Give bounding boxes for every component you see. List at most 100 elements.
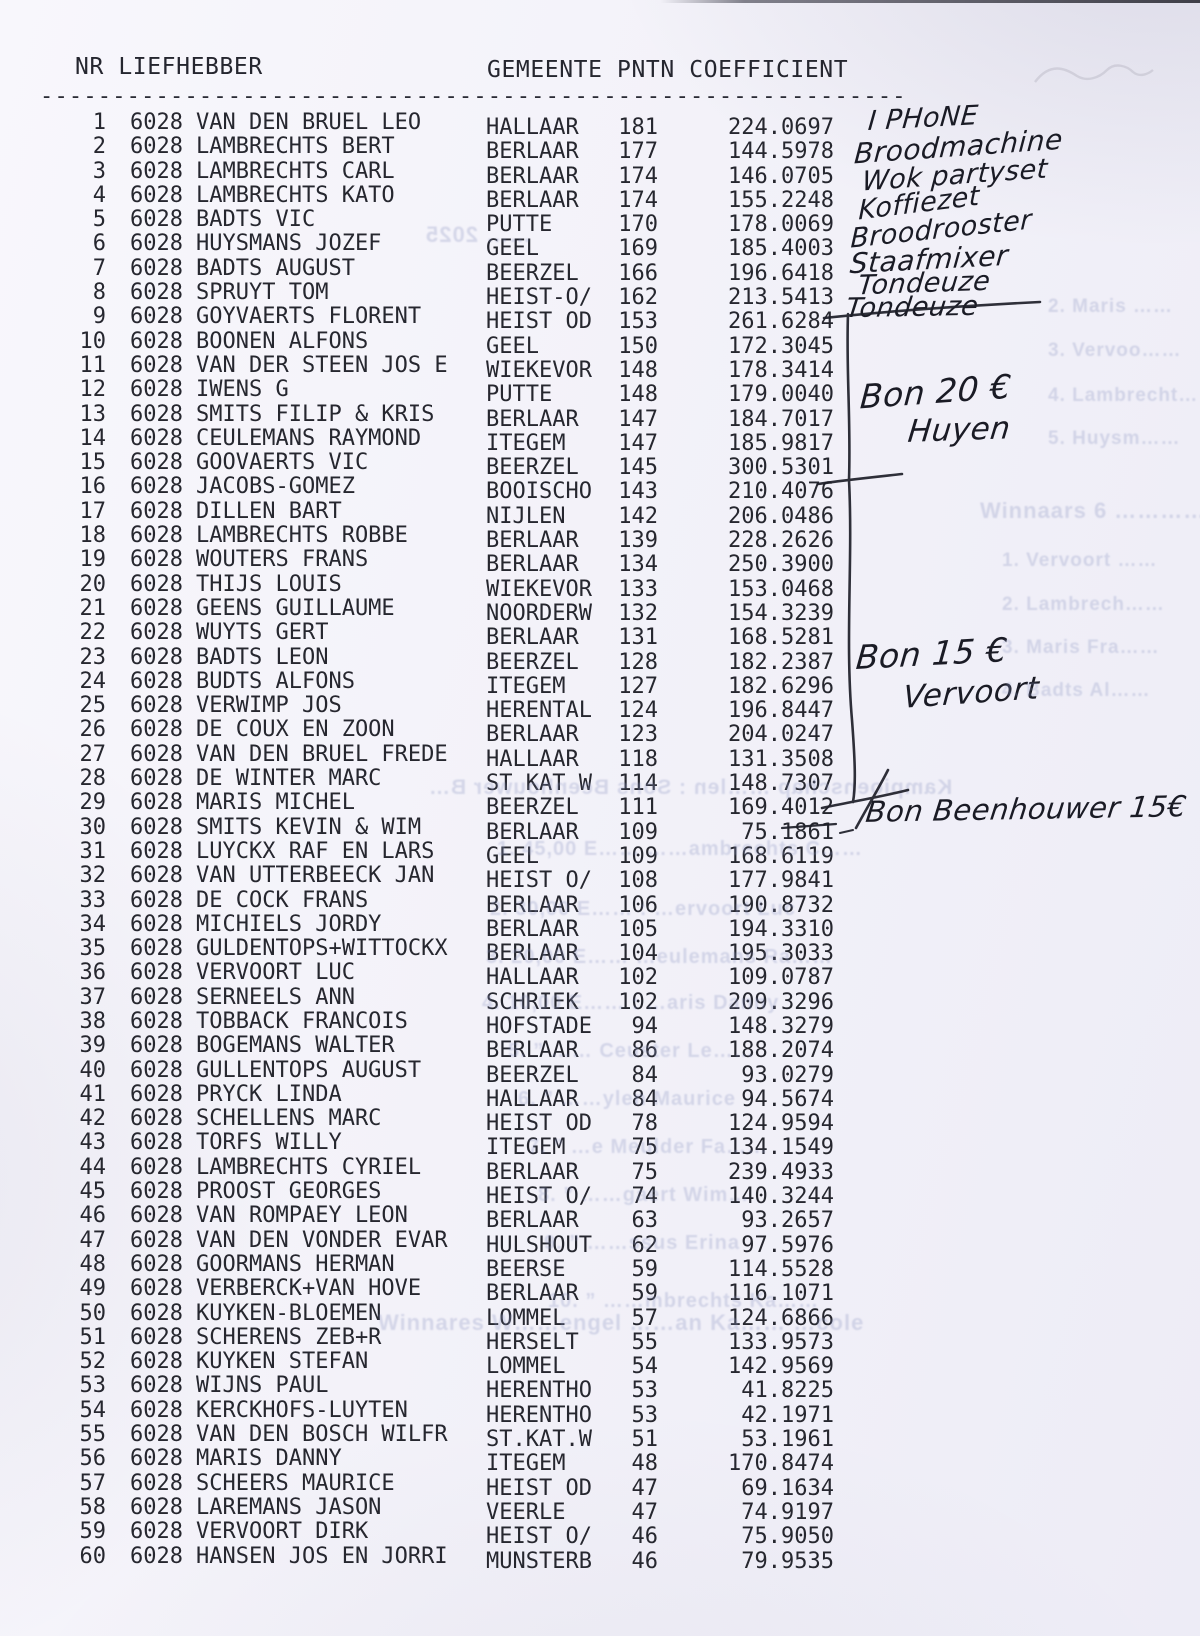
rank-cell: 16 — [79, 474, 107, 500]
coefficient-cell: 178.3414 — [728, 357, 834, 383]
rank-cell: 36 — [79, 960, 107, 986]
ghost-text: 2. Maris …… — [1048, 296, 1174, 317]
gemeente-cell: HEIST-O/ — [486, 285, 592, 311]
table-row: 5 6028 BADTS VIC PUTTE 170 178.0069 — [0, 207, 1200, 237]
ghost-text: 3. Vervoo…… — [1048, 340, 1182, 361]
gemeente-cell: MUNSTERB — [486, 1548, 592, 1574]
coefficient-cell: 42.1971 — [741, 1402, 834, 1428]
fancier-name-cell: LAMBRECHTS KATO — [196, 182, 395, 208]
coefficient-cell: 133.9573 — [728, 1329, 834, 1355]
table-row: 23 6028 BADTS LEON BEERZEL 128 182.2387 — [0, 645, 1200, 675]
pntn-cell: 46 — [631, 1548, 659, 1574]
club-code-cell: 6028 — [130, 1422, 183, 1448]
fancier-name-cell: VAN ROMPAEY LEON — [196, 1203, 408, 1229]
rank-cell: 50 — [79, 1300, 107, 1326]
coefficient-cell: 74.9197 — [741, 1499, 834, 1525]
gemeente-cell: HALLAAR — [486, 965, 579, 991]
gemeente-cell: ITEGEM — [486, 1451, 566, 1477]
fancier-name-cell: LAREMANS JASON — [196, 1494, 382, 1520]
coefficient-cell: 168.5281 — [728, 625, 834, 651]
fancier-name-cell: GOYVAERTS FLORENT — [196, 304, 422, 330]
table-row: 7 6028 BADTS AUGUST BEERZEL 166 196.6418 — [0, 255, 1200, 286]
club-code-cell: 6028 — [130, 911, 183, 937]
rank-cell: 34 — [79, 911, 107, 937]
coefficient-cell: 97.5976 — [741, 1232, 834, 1258]
club-code-cell: 6028 — [130, 766, 183, 792]
ghost-text: 2. 30,00 E…… : …ervoort Luc — [490, 898, 796, 920]
gemeente-cell: NIJLEN — [486, 503, 566, 529]
pntn-cell: 75 — [631, 1159, 659, 1185]
pntn-cell: 174 — [618, 187, 658, 213]
rank-cell: 53 — [79, 1373, 107, 1399]
club-code-cell: 6028 — [130, 255, 183, 281]
pntn-cell: 169 — [618, 236, 658, 262]
fancier-name-cell: DE WINTER MARC — [196, 766, 382, 792]
gemeente-cell: GEEL — [486, 236, 539, 262]
club-code-cell: 6028 — [130, 717, 183, 743]
club-code-cell: 6028 — [130, 984, 183, 1010]
gemeente-cell: BERLAAR — [486, 552, 579, 578]
table-row: 44 6028 LAMBRECHTS CYRIEL BERLAAR 75 239.4933 — [0, 1155, 1200, 1185]
fancier-name-cell: TOBBACK FRANCOIS — [196, 1008, 408, 1034]
fancier-name-cell: VERWIMP JOS — [196, 693, 342, 719]
fancier-name-cell: VERBERCK+VAN HOVE — [196, 1276, 422, 1302]
fancier-name-cell: VERVOORT LUC — [196, 960, 355, 986]
fancier-name-cell: VERVOORT DIRK — [196, 1519, 369, 1545]
rank-cell: 31 — [79, 838, 107, 864]
club-code-cell: 6028 — [130, 1130, 183, 1156]
club-code-cell: 6028 — [130, 474, 183, 500]
coefficient-cell: 75.9050 — [741, 1524, 834, 1550]
fancier-name-cell: BADTS VIC — [196, 207, 316, 233]
coefficient-cell: 261.6284 — [728, 309, 834, 335]
table-row: 26 6028 DE COUX EN ZOON BERLAAR 123 204.0247 — [0, 717, 1200, 747]
rank-cell: 37 — [79, 984, 107, 1010]
fancier-name-cell: THIJS LOUIS — [196, 571, 342, 597]
gemeente-cell: VEERLE — [486, 1499, 566, 1525]
ghost-text: Winnares W……engel ……an Ka…… …cole — [378, 1310, 865, 1335]
table-row: 27 6028 VAN DEN BRUEL FREDE HALLAAR 118 131.3… — [0, 742, 1200, 772]
fancier-name-cell: PROOST GEORGES — [196, 1179, 382, 1205]
club-code-cell: 6028 — [130, 401, 183, 427]
fancier-name-cell: MARIS DANNY — [196, 1446, 342, 1472]
rank-cell: 11 — [79, 352, 107, 378]
coefficient-cell: 124.6866 — [728, 1305, 834, 1331]
coefficient-cell: 148.7307 — [728, 771, 834, 797]
gemeente-cell: BERLAAR — [486, 1208, 579, 1234]
fancier-name-cell: BOONEN ALFONS — [196, 328, 369, 354]
table-row: 34 6028 MICHIELS JORDY BERLAAR 105 194.3310 — [0, 911, 1200, 942]
pntn-cell: 174 — [618, 163, 658, 189]
rank-cell: 41 — [79, 1081, 107, 1107]
gemeente-cell: HEIST OD — [486, 1475, 592, 1501]
gemeente-cell: BEERSE — [486, 1256, 566, 1282]
pntn-cell: 57 — [631, 1305, 659, 1331]
ghost-text: …… 2025 — [425, 222, 532, 247]
rank-cell: 6 — [92, 231, 106, 257]
gemeente-cell: BERLAAR — [486, 625, 579, 651]
table-row: 4 6028 LAMBRECHTS KATO BERLAAR 174 155.2248 — [0, 182, 1200, 213]
club-code-cell: 6028 — [130, 1106, 183, 1132]
rank-cell: 26 — [79, 717, 107, 743]
fancier-name-cell: PRYCK LINDA — [196, 1081, 342, 1107]
coefficient-cell: 155.2248 — [728, 187, 834, 213]
coefficient-cell: 168.6119 — [728, 843, 834, 869]
pntn-cell: 118 — [618, 746, 658, 772]
gemeente-cell: GEEL — [486, 843, 539, 869]
rank-cell: 30 — [79, 814, 107, 840]
rank-cell: 21 — [79, 595, 107, 621]
fancier-name-cell: GOOVAERTS VIC — [196, 450, 369, 476]
table-row: 37 6028 SERNEELS ANN SCHRIEK 102 209.3296 — [0, 984, 1200, 1015]
club-code-cell: 6028 — [130, 668, 183, 694]
table-row: 31 6028 LUYCKX RAF EN LARS GEEL 109 168.6119 — [0, 838, 1200, 869]
club-code-cell: 6028 — [130, 1349, 183, 1375]
fancier-name-cell: HANSEN JOS EN JORRI — [196, 1543, 448, 1569]
ghost-text: 4. Badts Al…… — [1002, 680, 1151, 701]
gemeente-cell: HERENTAL — [486, 698, 592, 724]
club-code-cell: 6028 — [130, 231, 183, 257]
rank-cell: 46 — [79, 1203, 107, 1229]
gemeente-cell: BERLAAR — [486, 139, 579, 165]
fancier-name-cell: WUYTS GERT — [196, 620, 329, 646]
coefficient-cell: 228.2626 — [728, 528, 834, 554]
rank-cell: 39 — [79, 1033, 107, 1059]
gemeente-cell: SCHRIEK — [486, 989, 579, 1015]
fancier-name-cell: VAN UTTERBEECK JAN — [196, 863, 435, 889]
